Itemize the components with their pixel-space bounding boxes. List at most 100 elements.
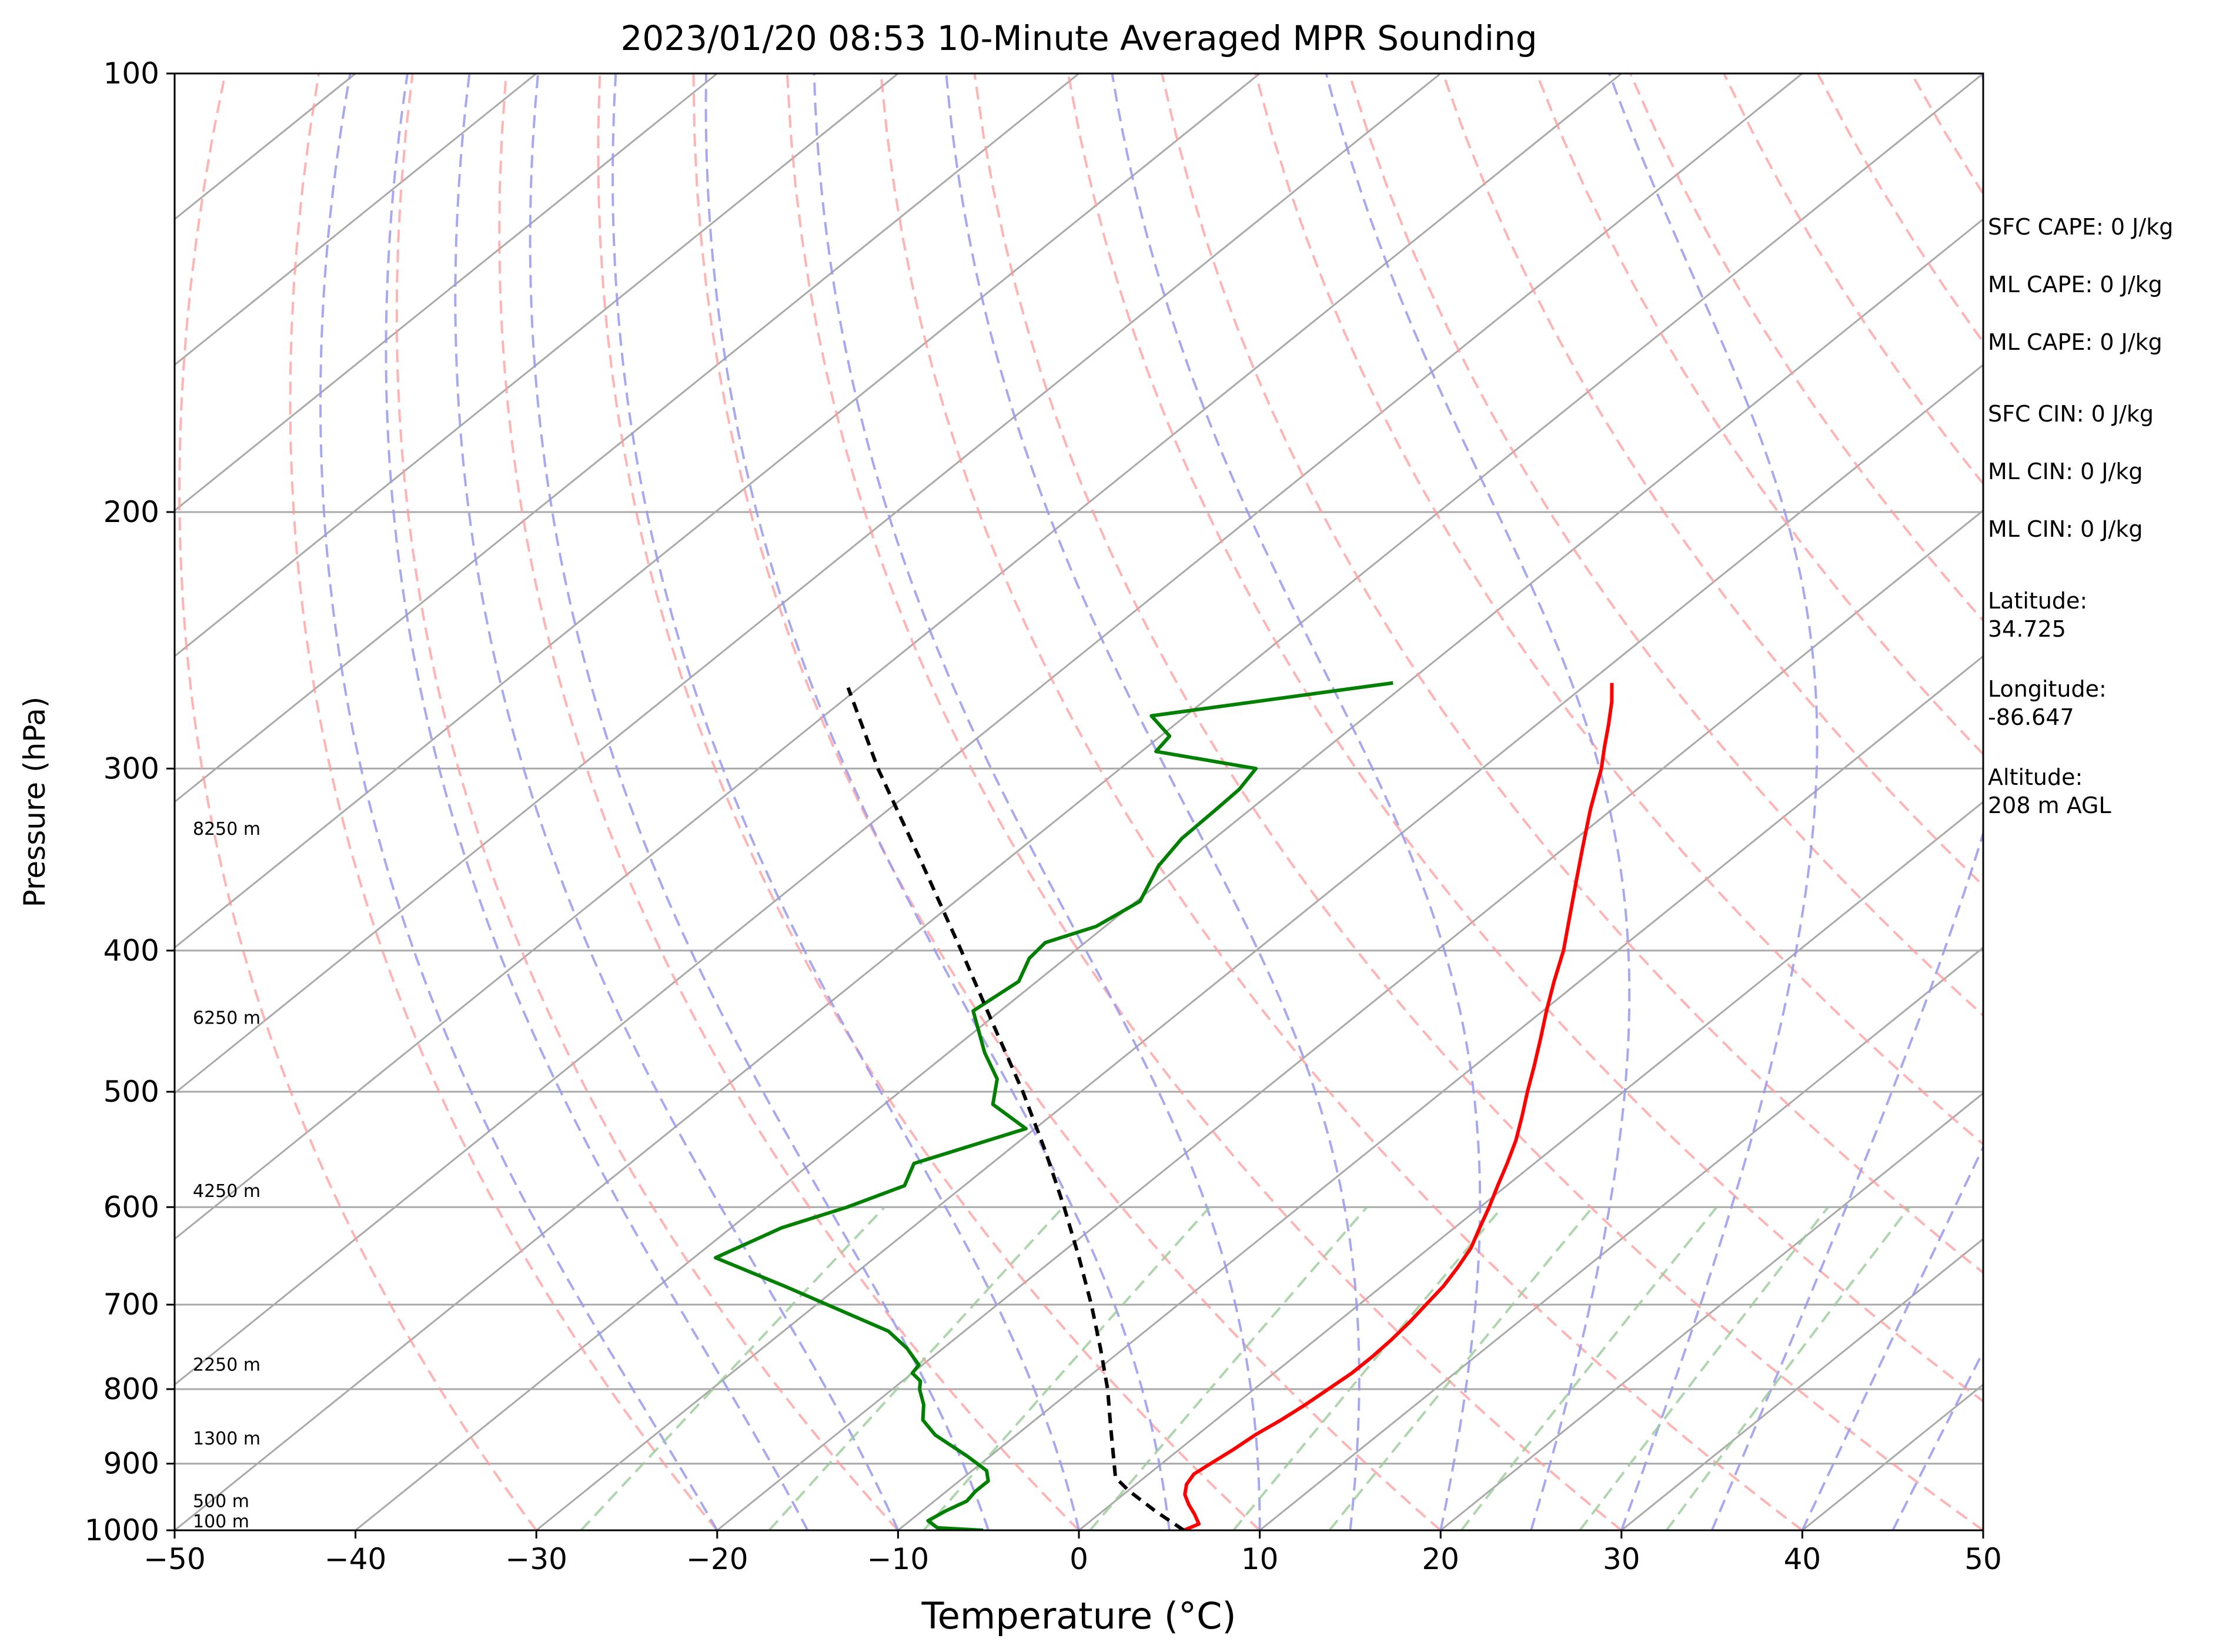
- y-axis-ticks: 100 200 300 400 500 600 700 800 900 1000: [85, 56, 175, 1547]
- temperature-profile: [1183, 683, 1614, 1530]
- sounding-info-panel: SFC CAPE: 0 J/kg ML CAPE: 0 J/kg ML CAPE…: [1988, 213, 2217, 820]
- latitude-value: 34.725: [1988, 616, 2066, 642]
- x-tick-label: −20: [686, 1542, 748, 1576]
- moist-adiabat-line: [454, 73, 900, 1530]
- moist-adiabat-line: [945, 73, 1361, 1530]
- height-label: 100 m: [193, 1511, 249, 1532]
- height-label: 4250 m: [193, 1181, 260, 1202]
- isotherm-line: [1259, 946, 1983, 1530]
- sfc-cape-text: SFC CAPE: 0 J/kg: [1988, 214, 2174, 240]
- latitude-label: Latitude:: [1988, 588, 2088, 614]
- x-tick-label: −40: [325, 1542, 387, 1576]
- isotherm-line: [175, 73, 1079, 803]
- height-label: 500 m: [193, 1491, 249, 1511]
- longitude-label: Longitude:: [1988, 676, 2107, 702]
- x-tick-label: 10: [1241, 1542, 1279, 1576]
- mixing-ratio-line: [1579, 1206, 1829, 1530]
- dewpoint-profile: [714, 681, 1393, 1530]
- x-tick-label: 0: [1069, 1542, 1088, 1576]
- isotherm-line: [175, 73, 718, 512]
- x-tick-label: 30: [1603, 1542, 1640, 1576]
- x-tick-label: 40: [1784, 1542, 1821, 1576]
- isotherm-line: [175, 73, 899, 658]
- isotherm-line: [175, 73, 537, 366]
- height-label: 2250 m: [193, 1355, 260, 1376]
- dry-adiabat-line: [1442, 73, 1983, 887]
- ml-cin-text-2: ML CIN: 0 J/kg: [1988, 516, 2143, 542]
- dry-adiabat-line: [289, 73, 718, 1530]
- mixing-ratio-line: [1665, 1206, 1910, 1530]
- moist-adiabat-line: [319, 73, 718, 1530]
- x-tick-label: −10: [867, 1542, 930, 1576]
- y-axis-label: Pressure (hPa): [18, 697, 52, 908]
- data-lines: [714, 681, 1614, 1530]
- dry-adiabat-line: [973, 73, 1983, 1530]
- y-tick-label: 500: [103, 1075, 159, 1109]
- isotherm-line: [355, 218, 1983, 1530]
- moist-adiabat-line: [529, 73, 990, 1530]
- isotherm-line: [716, 509, 1983, 1530]
- isotherm-line: [1620, 1238, 1983, 1530]
- dry-adiabat-line: [1348, 73, 1983, 1017]
- mixing-ratio-line: [1089, 1206, 1368, 1530]
- y-tick-label: 600: [103, 1190, 159, 1224]
- altitude-value: 208 m AGL: [1988, 792, 2111, 818]
- ml-cape-text-2: ML CAPE: 0 J/kg: [1988, 329, 2163, 355]
- ml-cape-text: ML CAPE: 0 J/kg: [1988, 272, 2163, 297]
- dry-adiabat-line: [395, 73, 899, 1530]
- moist-adiabat-line: [385, 73, 809, 1530]
- mixing-ratio-line: [580, 1206, 885, 1530]
- height-label: 1300 m: [193, 1429, 260, 1449]
- mixing-ratio-line: [1460, 1206, 1718, 1530]
- mixing-ratio-line: [1328, 1206, 1594, 1530]
- x-tick-label: 50: [1964, 1542, 2002, 1576]
- mixing-ratio-line: [768, 1206, 1064, 1530]
- isotherm-line: [175, 73, 1442, 1095]
- y-tick-label: 700: [103, 1288, 159, 1322]
- parcel-profile: [846, 687, 1185, 1530]
- y-tick-label: 800: [103, 1372, 159, 1406]
- height-label: 6250 m: [193, 1008, 260, 1029]
- y-tick-label: 900: [103, 1447, 159, 1481]
- dry-adiabat-line: [692, 73, 1442, 1530]
- moist-adiabat-line: [1111, 73, 1482, 1530]
- dry-adiabat-line: [498, 73, 1080, 1530]
- y-tick-label: 400: [103, 934, 159, 968]
- moist-adiabat-line: [1325, 73, 1631, 1530]
- ml-cin-text: ML CIN: 0 J/kg: [1988, 459, 2143, 484]
- x-tick-label: −30: [505, 1542, 567, 1576]
- isotherm-line: [175, 73, 1803, 1386]
- x-tick-label: 20: [1422, 1542, 1459, 1576]
- altitude-label: Altitude:: [1988, 764, 2083, 790]
- isotherm-line: [1078, 801, 1983, 1530]
- sfc-cin-text: SFC CIN: 0 J/kg: [1988, 401, 2154, 427]
- y-tick-label: 300: [103, 751, 159, 785]
- isotherm-line: [175, 73, 1983, 1530]
- dry-adiabat-line: [597, 73, 1261, 1530]
- moist-adiabat-line: [611, 73, 1080, 1530]
- moist-adiabat-line: [704, 73, 1171, 1530]
- moist-adiabat-line: [813, 73, 1261, 1530]
- dry-adiabat-line: [1254, 73, 1983, 1146]
- y-tick-label: 1000: [85, 1513, 159, 1547]
- mixing-ratio-line: [1232, 1206, 1503, 1530]
- background-lines: [175, 73, 1983, 1530]
- dry-adiabat-line: [1161, 73, 1983, 1275]
- x-tick-label: −50: [143, 1542, 206, 1576]
- isotherm-line: [1440, 1092, 1983, 1530]
- x-axis-ticks: −50 −40 −30 −20 −10 0 10 20 30 40 50: [143, 1530, 2002, 1576]
- dry-adiabat-line: [880, 73, 1803, 1530]
- isotherm-line: [175, 73, 1622, 1240]
- longitude-value: -86.647: [1988, 704, 2074, 730]
- height-label: 8250 m: [193, 819, 260, 840]
- isotherm-line: [536, 363, 1983, 1530]
- mixing-ratio-line: [923, 1206, 1211, 1530]
- isotherm-line: [175, 73, 1261, 949]
- dry-adiabat-line: [786, 73, 1623, 1530]
- moist-adiabat-line: [1710, 73, 1983, 1530]
- dry-adiabat-line: [178, 73, 537, 1530]
- chart-title: 2023/01/20 08:53 10-Minute Averaged MPR …: [620, 18, 1537, 58]
- y-tick-label: 200: [103, 495, 159, 529]
